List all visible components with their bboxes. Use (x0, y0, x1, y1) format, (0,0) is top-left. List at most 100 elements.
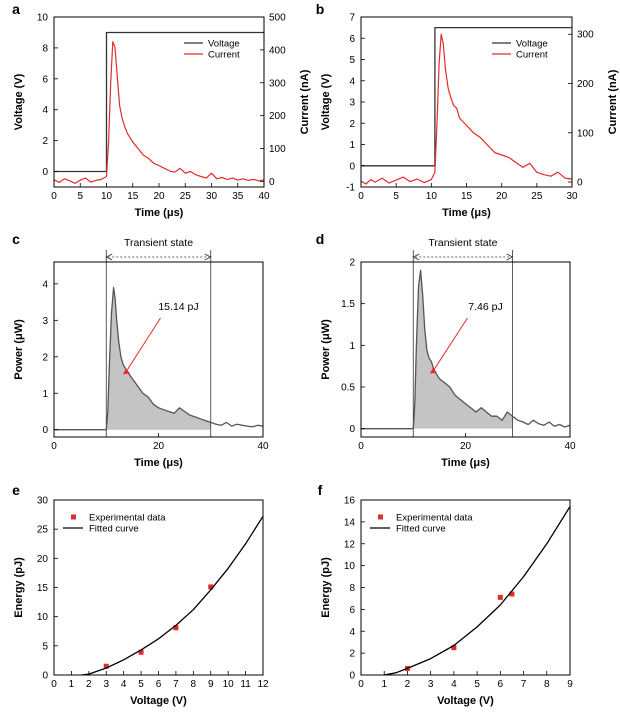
energy-annotation: 15.14 pJ (158, 301, 198, 313)
energy-shaded-area (106, 287, 211, 430)
x-axis-label: Voltage (V) (437, 695, 494, 707)
panel-label: f (318, 482, 323, 498)
annotation-arrowhead (122, 368, 130, 375)
y-tick-label: 12 (344, 539, 356, 550)
x-axis-label: Time (μs) (441, 457, 490, 469)
y-tick-label: 2 (349, 119, 355, 130)
y-tick-label: 14 (344, 517, 356, 528)
x-tick-label: 10 (101, 191, 113, 202)
y-tick-label: 0 (42, 671, 48, 682)
x-tick-label: 8 (191, 679, 197, 690)
x-tick-label: 0 (358, 679, 364, 690)
plot-frame (53, 499, 264, 676)
x-tick-label: 10 (223, 679, 235, 690)
series-line-voltage (361, 26, 572, 167)
bracket-right-arrowhead (204, 253, 212, 261)
y-tick-label: 1 (42, 389, 48, 400)
x-tick-label: 30 (206, 191, 218, 202)
y-tick-label: 6 (349, 605, 355, 616)
annotation-arrow (126, 317, 161, 371)
y-tick-label: 10 (37, 612, 49, 623)
series-line-fitted-curve (81, 515, 264, 676)
y-tick-label: 6 (349, 34, 355, 45)
y2-tick-label: 200 (269, 111, 286, 122)
x-tick-label: 20 (153, 441, 165, 452)
panel-label: d (316, 231, 325, 247)
data-point (208, 584, 214, 590)
y-tick-label: 0 (42, 425, 48, 436)
y2-axis-label: Current (nA) (607, 69, 619, 134)
y-tick-label: 4 (42, 105, 48, 116)
x-tick-label: 35 (232, 191, 244, 202)
y-tick-label: 0 (349, 424, 355, 435)
y-tick-label: 20 (37, 554, 49, 565)
bracket-left-arrowhead (412, 253, 420, 261)
x-tick-label: 5 (138, 679, 144, 690)
y-tick-label: -1 (346, 183, 355, 194)
x-tick-label: 6 (156, 679, 162, 690)
y-tick-label: 3 (349, 98, 355, 109)
y-tick-label: 15 (37, 583, 49, 594)
legend-marker-experimental (378, 514, 383, 520)
x-tick-label: 40 (258, 191, 270, 202)
x-tick-label: 15 (127, 191, 139, 202)
x-tick-label: 0 (358, 441, 364, 452)
y-tick-label: 1.5 (341, 299, 355, 310)
y-tick-label: 2 (42, 136, 48, 147)
y2-tick-label: 200 (577, 79, 594, 90)
y-axis-label: Power (μW) (13, 319, 25, 380)
legend-label-experimental: Experimental data (396, 513, 473, 524)
x-tick-label: 5 (474, 679, 480, 690)
data-point (509, 591, 515, 597)
x-axis-label: Time (μs) (134, 457, 183, 469)
x-tick-label: 12 (257, 679, 269, 690)
y-axis-label: Power (μW) (320, 319, 332, 380)
x-tick-label: 0 (51, 191, 57, 202)
panel-c: c Transient state 15.14 pJ 0 20 40 0 1 2 3 4 Time (… (12, 231, 269, 469)
x-tick-label: 5 (77, 191, 83, 202)
energy-annotation: 7.46 pJ (468, 301, 502, 313)
x-tick-label: 11 (240, 679, 251, 690)
panel-label: c (12, 231, 20, 247)
x-tick-label: 15 (461, 191, 473, 202)
panel-label: e (12, 482, 20, 498)
x-tick-label: 40 (257, 441, 269, 452)
x-tick-label: 7 (521, 679, 527, 690)
bracket-right-arrowhead (506, 253, 514, 261)
y-tick-label: 4 (349, 76, 355, 87)
bracket-left-arrowhead (105, 253, 113, 261)
plot-frame (360, 499, 571, 676)
y2-tick-label: 100 (269, 144, 286, 155)
y-tick-label: 0 (349, 161, 355, 172)
annotation-arrowhead (429, 367, 437, 374)
x-tick-label: 9 (567, 679, 573, 690)
x-tick-label: 0 (51, 441, 57, 452)
series-line-current (360, 33, 573, 185)
y-axis-label: Voltage (V) (13, 73, 25, 130)
x-tick-label: 8 (544, 679, 550, 690)
data-point (103, 663, 109, 669)
y2-tick-label: 400 (269, 45, 286, 56)
x-axis-label: Time (μs) (442, 207, 491, 219)
y-axis-label: Energy (pJ) (320, 557, 332, 618)
transient-state-label: Transient state (428, 237, 497, 249)
y2-tick-label: 0 (269, 177, 275, 188)
y-tick-label: 10 (344, 561, 356, 572)
energy-shaded-area (413, 270, 513, 429)
y2-tick-label: 0 (577, 178, 583, 189)
y-axis-label: Energy (pJ) (13, 557, 25, 618)
y2-tick-label: 500 (269, 13, 286, 24)
legend-label-experimental: Experimental data (89, 513, 166, 524)
legend-label-fitted: Fitted curve (396, 524, 446, 535)
y-tick-label: 0 (42, 167, 48, 178)
x-tick-label: 4 (121, 679, 127, 690)
data-point (451, 645, 457, 651)
panel-label: a (12, 1, 20, 17)
y-tick-label: 8 (42, 43, 48, 54)
x-tick-label: 7 (173, 679, 179, 690)
x-tick-label: 2 (86, 679, 92, 690)
legend-label-current: Current (208, 50, 240, 61)
